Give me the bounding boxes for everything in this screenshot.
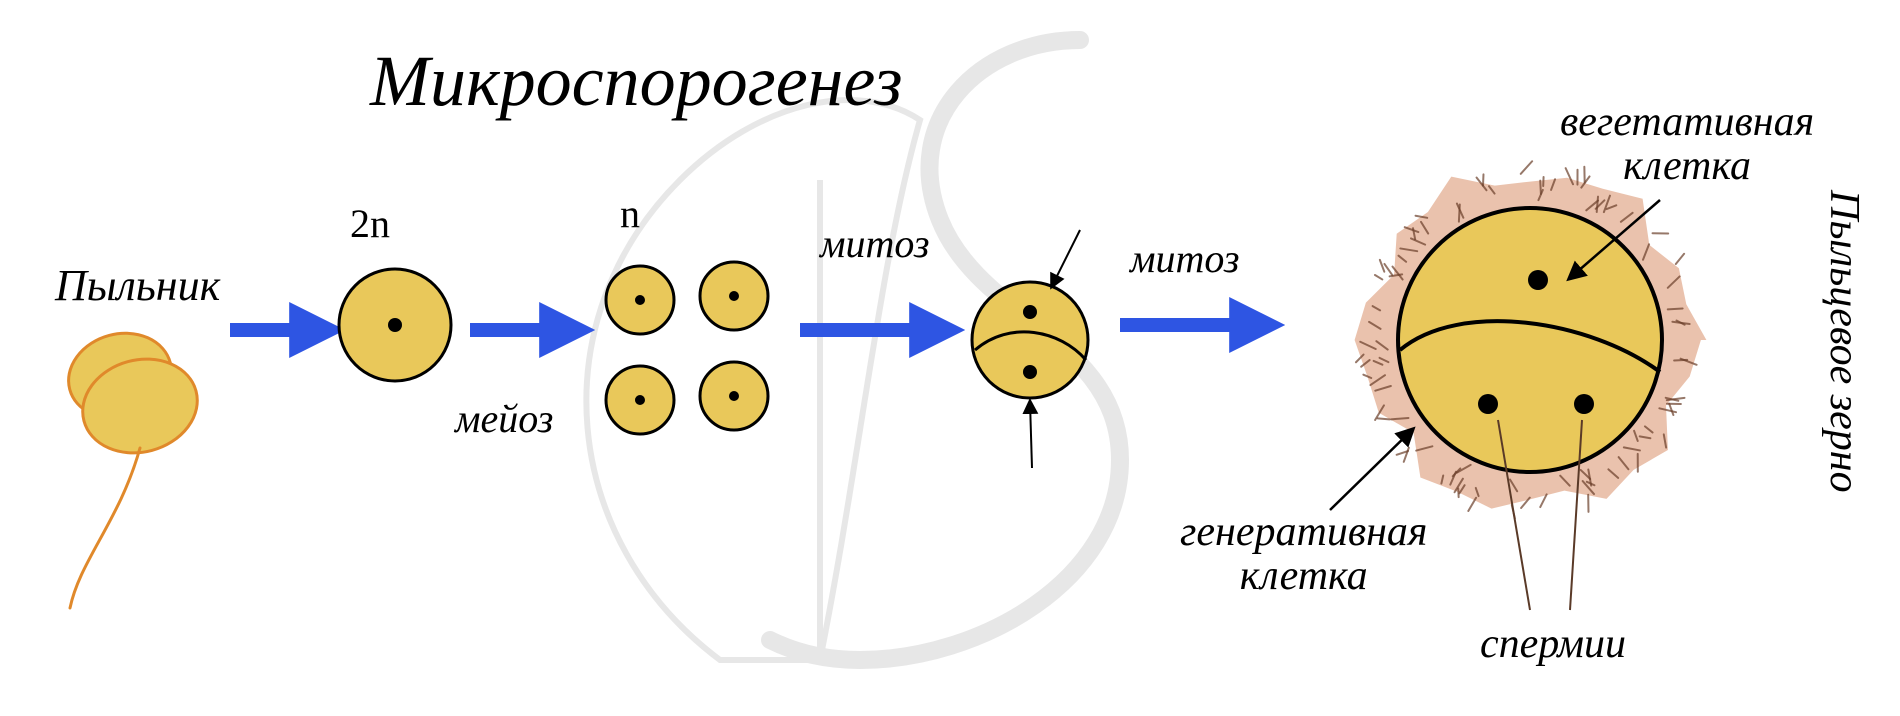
diagram-stage: Микроспорогенез Пыльник 2n n мейоз митоз… [0,0,1900,716]
label-vegetative: вегетативная клетка [1560,100,1814,188]
label-haploid: n [620,190,640,237]
title: Микроспорогенез [370,40,902,123]
label-anther: Пыльник [55,260,220,311]
label-meiosis: мейоз [455,395,553,442]
label-pollen-grain: Пыльцевое зерно [1820,190,1868,493]
label-generative: генеративная клетка [1180,510,1427,598]
label-mitosis-1: митоз [820,220,930,267]
label-diploid: 2n [350,200,390,247]
label-sperm: спермии [1480,620,1626,668]
label-mitosis-2: митоз [1130,235,1240,282]
